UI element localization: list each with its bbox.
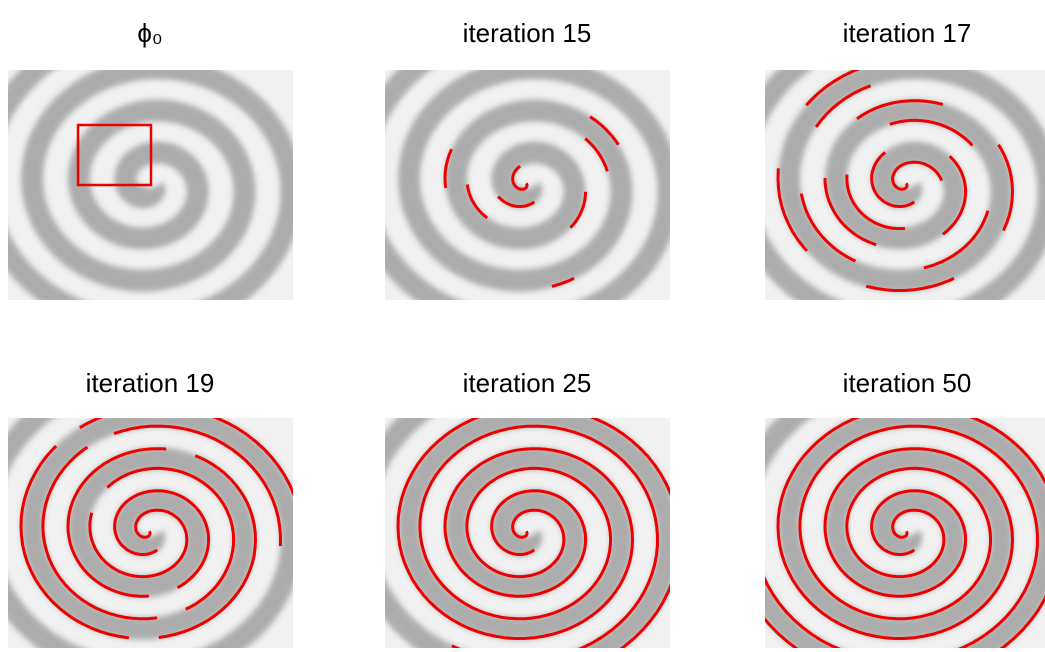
figure: ϕ₀ iteration 15 iteration 17 iteration 19 it… <box>0 0 1045 652</box>
panel-title: iteration 50 <box>843 368 972 398</box>
panel-image <box>731 402 1045 652</box>
panel-title: iteration 17 <box>843 18 972 48</box>
panel-title: iteration 25 <box>463 368 592 398</box>
panel-image <box>0 402 303 652</box>
panel-title: ϕ₀ <box>137 18 162 48</box>
panel-image <box>362 402 680 652</box>
panel-image <box>742 54 1045 323</box>
panel-title: iteration 19 <box>86 368 215 398</box>
panel-image <box>0 54 293 323</box>
panel-title: iteration 15 <box>463 18 592 48</box>
panel-image <box>362 54 670 323</box>
